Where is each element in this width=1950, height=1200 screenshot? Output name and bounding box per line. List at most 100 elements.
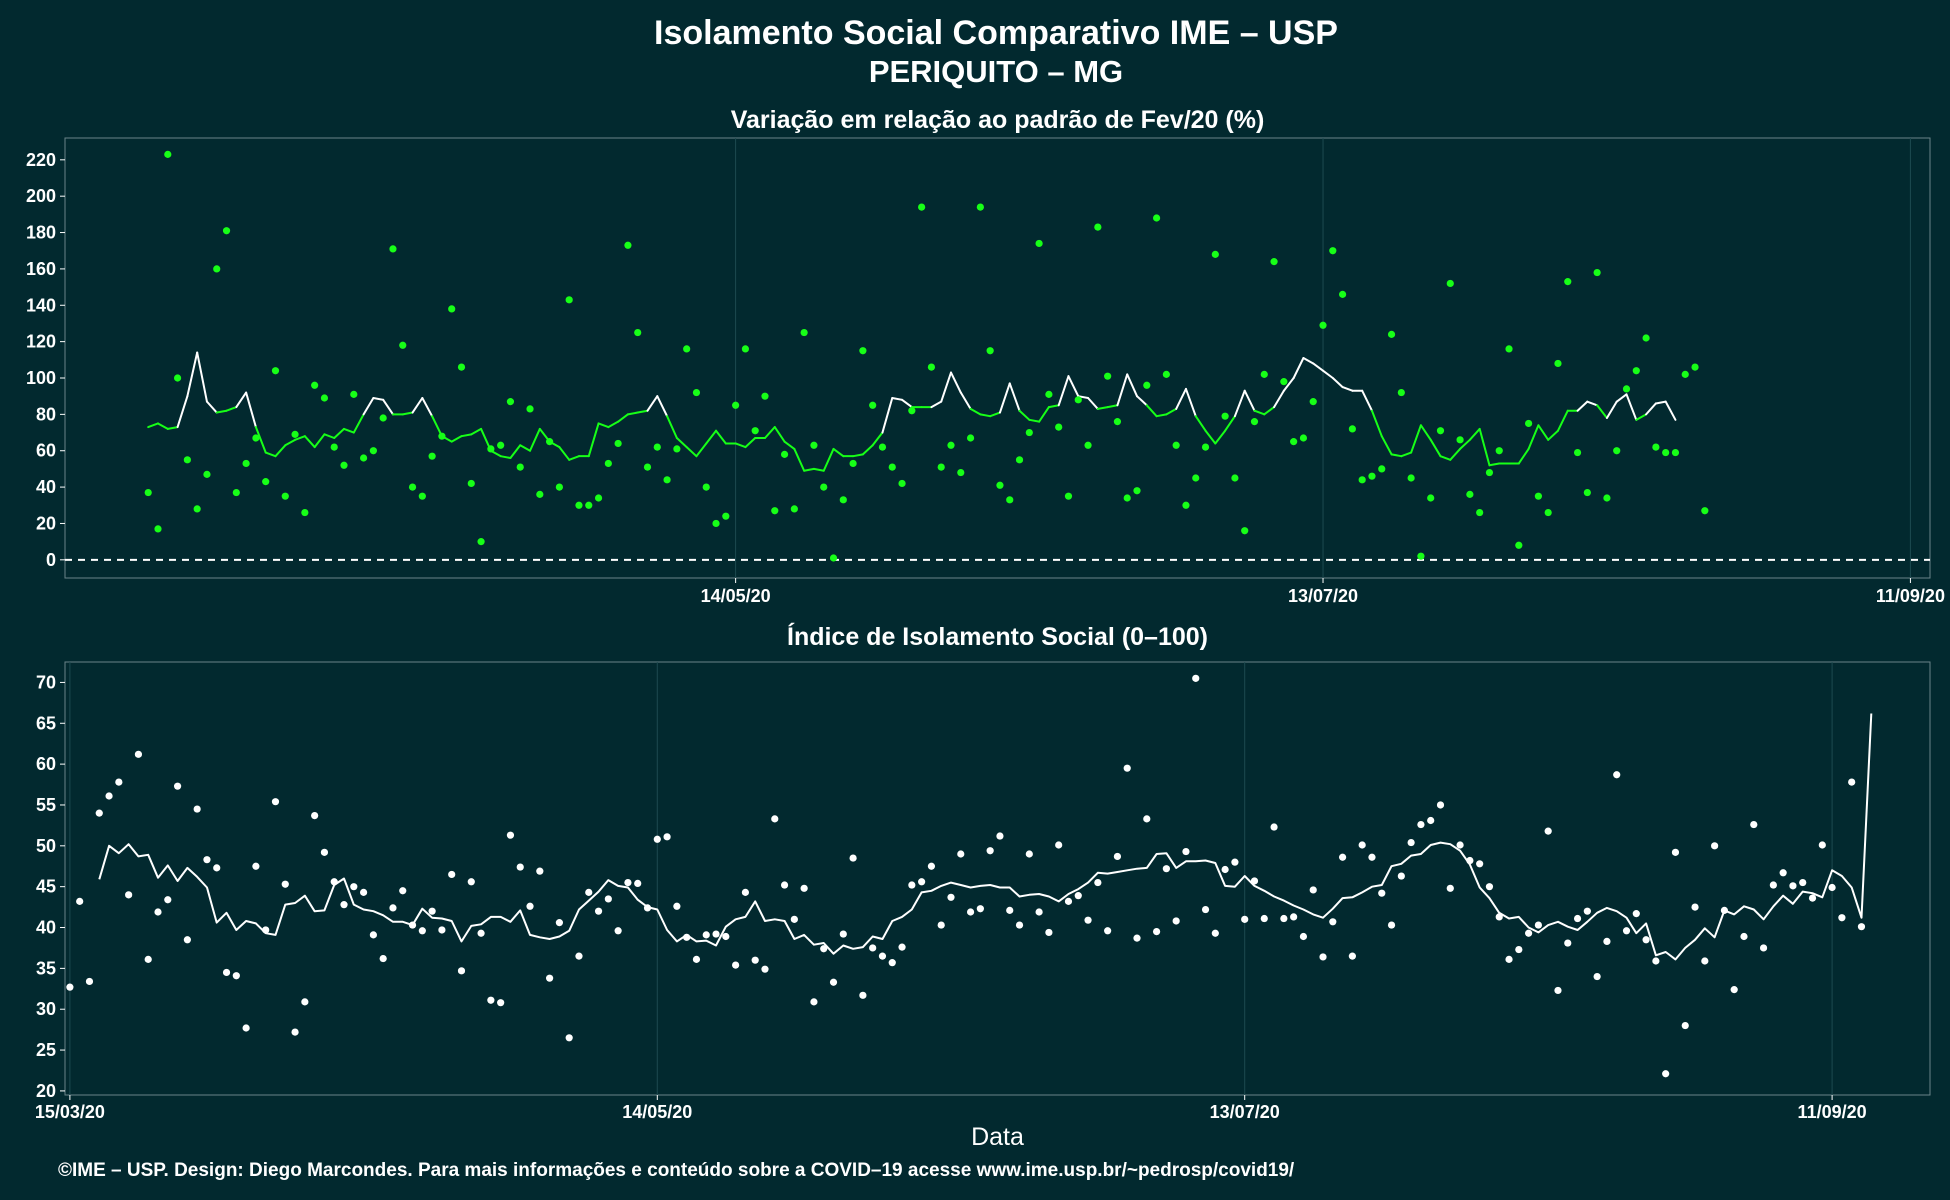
- y-tick-label: 80: [36, 404, 56, 424]
- trend-segment: [558, 446, 571, 461]
- data-point: [526, 405, 534, 413]
- data-point: [1407, 838, 1415, 847]
- data-point: [692, 388, 701, 397]
- data-point: [643, 904, 652, 912]
- trend-segment: [1331, 377, 1344, 389]
- data-point: [526, 902, 534, 910]
- data-point: [506, 831, 515, 839]
- data-point: [1064, 897, 1073, 905]
- data-point: [790, 915, 798, 923]
- data-point: [154, 525, 162, 533]
- trend-segment: [822, 447, 835, 472]
- data-point: [1446, 279, 1454, 288]
- trend-segment: [421, 397, 434, 418]
- data-point: [1525, 929, 1533, 937]
- y-tick-label: 50: [36, 836, 56, 856]
- data-point: [1378, 889, 1386, 897]
- data-point: [1368, 853, 1376, 861]
- data-point: [996, 481, 1004, 489]
- data-point: [1632, 910, 1640, 918]
- data-point: [173, 782, 182, 790]
- y-tick-label: 60: [36, 754, 56, 774]
- data-point: [497, 999, 505, 1007]
- data-point: [732, 961, 740, 969]
- data-point: [213, 864, 221, 872]
- data-point: [232, 972, 240, 980]
- trend-segment: [1165, 407, 1178, 416]
- data-point: [1152, 928, 1161, 936]
- data-point: [800, 328, 808, 337]
- data-point: [751, 956, 759, 964]
- data-point: [634, 879, 642, 888]
- data-point: [1182, 501, 1190, 509]
- trend-segment: [666, 415, 678, 439]
- data-point: [1192, 674, 1200, 682]
- data-point: [1750, 820, 1758, 829]
- trend-segment: [1047, 404, 1060, 409]
- panel-frame: [64, 137, 1931, 579]
- trend-segment: [1400, 451, 1413, 458]
- data-point: [575, 501, 583, 509]
- data-point: [85, 977, 94, 986]
- trend-segment: [949, 371, 962, 394]
- data-point: [1642, 334, 1650, 342]
- trend-segment: [1322, 369, 1334, 379]
- trend-segment: [1018, 409, 1031, 421]
- data-point: [555, 919, 563, 927]
- data-point: [516, 863, 524, 871]
- trend-segment: [401, 411, 414, 416]
- data-point: [1015, 921, 1024, 929]
- data-point: [1593, 972, 1601, 981]
- trend-segment: [568, 455, 580, 461]
- data-point: [379, 954, 387, 963]
- trend-segment: [891, 397, 904, 401]
- data-point: [1613, 771, 1621, 779]
- data-point: [1133, 487, 1141, 495]
- data-point: [301, 998, 309, 1006]
- data-point: [183, 936, 191, 944]
- trend-segment: [1038, 406, 1050, 423]
- data-point: [1387, 330, 1396, 338]
- y-tick-label: 0: [46, 550, 56, 570]
- data-point: [1201, 905, 1210, 914]
- y-tick-label: 25: [36, 1040, 56, 1060]
- data-point: [839, 930, 847, 938]
- trend-segment: [274, 444, 287, 458]
- data-point: [193, 805, 201, 813]
- data-point: [457, 363, 466, 371]
- data-point: [399, 341, 407, 349]
- trend-segment: [803, 467, 815, 472]
- data-point: [105, 792, 113, 800]
- data-point: [330, 878, 338, 886]
- data-point: [1211, 929, 1219, 937]
- trend-segment: [1028, 418, 1041, 423]
- data-point: [154, 908, 162, 916]
- trend-segment: [1459, 438, 1471, 450]
- data-point: [1681, 370, 1689, 378]
- data-point: [1231, 858, 1239, 866]
- y-tick-label: 40: [36, 477, 56, 497]
- trend-segment: [431, 415, 443, 438]
- data-point: [1476, 860, 1484, 868]
- data-point: [1769, 881, 1777, 889]
- y-tick-label: 45: [36, 877, 56, 897]
- data-point: [898, 479, 906, 488]
- data-point: [829, 978, 838, 986]
- data-point: [359, 454, 368, 462]
- trend-segment: [1282, 377, 1295, 392]
- data-point: [252, 434, 260, 442]
- data-point: [1407, 474, 1415, 482]
- trend-segment: [1615, 393, 1628, 403]
- data-point: [271, 798, 280, 806]
- x-tick-label: 14/05/20: [701, 586, 771, 606]
- trend-segment: [323, 433, 336, 439]
- data-point: [1250, 877, 1259, 885]
- data-point: [222, 227, 231, 235]
- data-point: [1309, 398, 1317, 406]
- data-point: [957, 850, 965, 858]
- data-point: [1250, 418, 1259, 426]
- trend-segment: [1155, 413, 1168, 418]
- trend-segment: [470, 427, 483, 436]
- data-point: [477, 538, 485, 546]
- data-point: [1534, 921, 1542, 929]
